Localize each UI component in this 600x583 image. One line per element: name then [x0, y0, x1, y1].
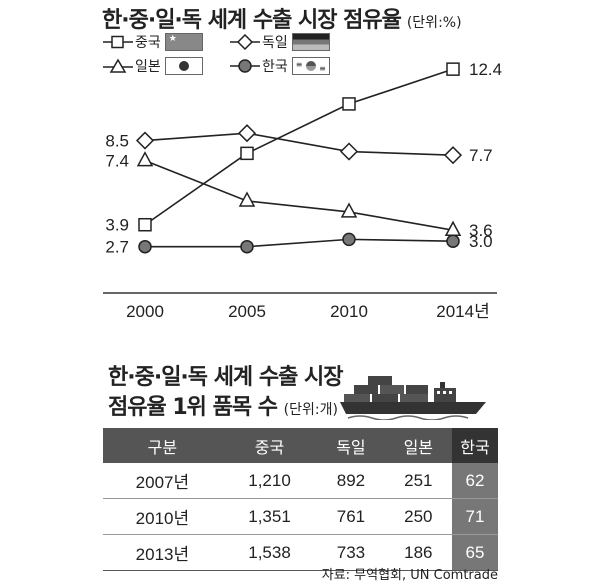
legend-germany: 독일 — [230, 32, 330, 52]
table-cell-korea: 71 — [452, 498, 498, 535]
data-point-triangle — [340, 202, 358, 218]
table-row: 2010년 1,351 761 250 71 — [103, 498, 498, 535]
data-point-triangle — [238, 191, 256, 207]
table-row: 2013년 1,538 733 186 65 — [103, 534, 498, 571]
table-title-line2: 점유율 1위 품목 수 — [108, 395, 278, 420]
table-cell-korea: 65 — [452, 534, 498, 571]
data-point-circle — [240, 239, 254, 254]
table-cell: 2010년 — [103, 498, 222, 535]
data-point-diamond — [135, 131, 155, 150]
data-label: 7.4 — [105, 152, 129, 171]
data-point-square — [446, 62, 460, 76]
japan-flag-icon — [164, 57, 203, 75]
x-tick-label: 2000 — [126, 302, 164, 321]
chart-unit: (단위:%) — [406, 15, 462, 31]
korea-flag-icon: ≡ ≡ — [291, 57, 330, 75]
series-line-circle — [145, 238, 454, 248]
data-point-circle — [138, 239, 152, 254]
header-category: 구분 — [103, 428, 222, 463]
table-cell: 1,351 — [221, 498, 318, 535]
source-note: 자료: 무역협회, UN Comtrade — [321, 568, 498, 583]
data-label: 3.6 — [469, 221, 493, 240]
chart-title-text: 한·중·일·독 세계 수출 시장 점유율 — [102, 8, 402, 33]
table-cell: 251 — [384, 463, 452, 499]
header-japan: 일본 — [384, 428, 452, 463]
cargo-ship-icon — [340, 376, 486, 420]
table-cell: 892 — [317, 463, 385, 499]
x-tick-label: 2014년 — [436, 302, 489, 321]
table-cell: 761 — [317, 498, 385, 535]
table-row: 2007년 1,210 892 251 62 — [103, 463, 498, 499]
table-unit: (단위:개) — [283, 402, 338, 418]
legend-triangle-marker — [103, 58, 133, 73]
series-line-diamond — [144, 132, 454, 156]
legend-circle-marker — [230, 59, 260, 73]
data-point-square — [342, 97, 356, 111]
data-point-circle — [446, 234, 460, 248]
table-cell: 1,538 — [221, 534, 318, 571]
header-china: 중국 — [221, 428, 318, 463]
table-title-line1: 한·중·일·독 세계 수출 시장 — [108, 365, 343, 390]
table-cell-korea: 62 — [452, 463, 498, 499]
data-label: 12.4 — [469, 60, 502, 79]
header-korea: 한국 — [452, 428, 498, 463]
legend-china: 중국 ★ — [103, 32, 203, 52]
legend-germany-label: 독일 — [262, 35, 288, 51]
data-label: 2.7 — [105, 238, 129, 257]
data-point-square — [138, 217, 152, 232]
legend-china-label: 중국 — [135, 35, 161, 51]
series-line-square — [144, 68, 454, 226]
chart-title: 한·중·일·독 세계 수출 시장 점유율 (단위:%) — [102, 2, 462, 34]
data-label: 3.9 — [105, 216, 129, 235]
data-point-circle — [342, 232, 356, 247]
legend-japan: 일본 — [103, 56, 203, 76]
data-label: 7.7 — [469, 146, 493, 165]
data-point-triangle — [136, 151, 154, 167]
header-germany: 독일 — [317, 428, 385, 463]
x-tick-label: 2010 — [330, 302, 368, 321]
data-point-diamond — [339, 142, 359, 161]
data-label: 3.0 — [469, 232, 493, 251]
series-line-triangle — [144, 159, 454, 232]
table-cell: 733 — [317, 534, 385, 571]
table-cell: 186 — [384, 534, 452, 571]
x-tick-label: 2005 — [228, 302, 266, 321]
table-cell: 1,210 — [221, 463, 318, 499]
data-point-diamond — [443, 146, 463, 165]
china-flag-icon: ★ — [164, 33, 203, 51]
data-point-square — [240, 146, 254, 161]
legend-square-marker — [103, 35, 133, 49]
legend-japan-label: 일본 — [135, 59, 161, 75]
table-cell: 2013년 — [103, 534, 222, 571]
data-label: 8.5 — [105, 132, 129, 151]
germany-flag-icon — [291, 33, 330, 51]
table-cell: 2007년 — [103, 463, 222, 499]
data-point-diamond — [237, 124, 257, 143]
legend-diamond-marker — [230, 34, 260, 50]
table-cell: 250 — [384, 498, 452, 535]
legend-korea-label: 한국 — [262, 59, 288, 75]
rank-table: 구분 중국 독일 일본 한국 2007년 1,210 892 251 62 20… — [103, 428, 498, 571]
table-header-row: 구분 중국 독일 일본 한국 — [103, 428, 498, 463]
table-title: 한·중·일·독 세계 수출 시장 점유율 1위 품목 수 (단위:개) — [108, 363, 343, 425]
legend-korea: 한국 ≡ ≡ — [230, 56, 330, 76]
